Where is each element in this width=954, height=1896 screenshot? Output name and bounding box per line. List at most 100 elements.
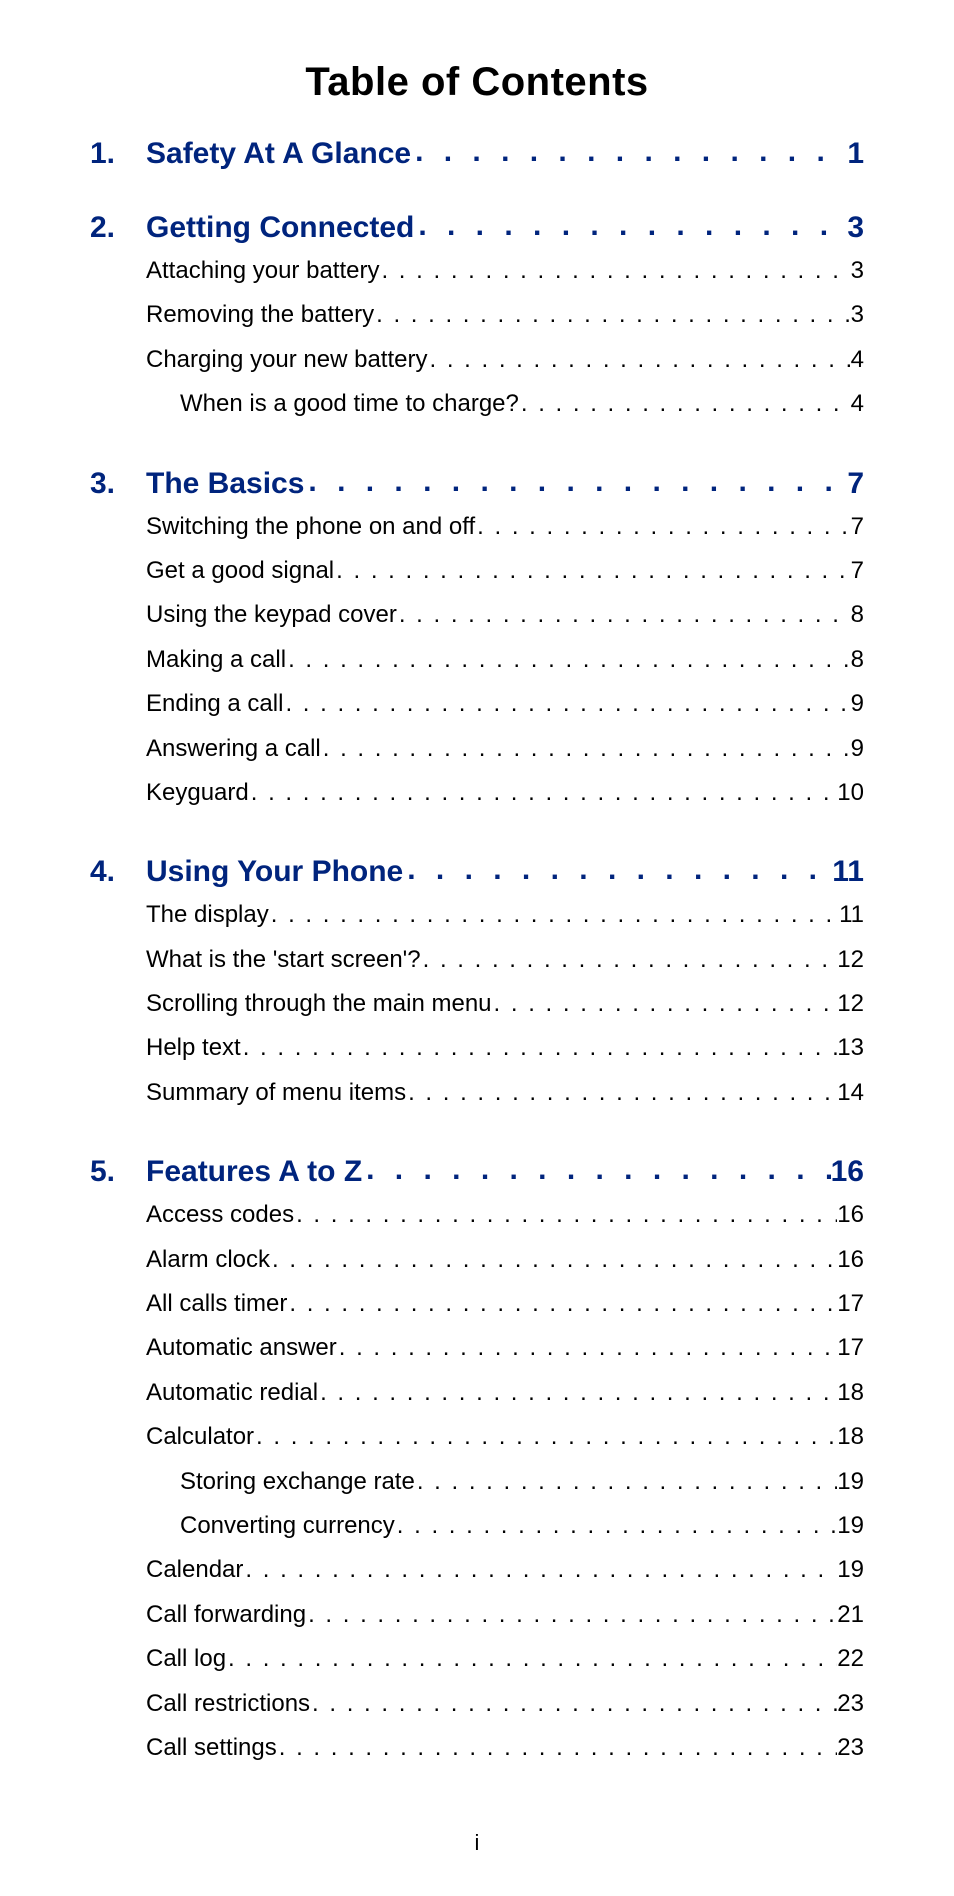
leader-dots (519, 382, 851, 426)
toc-entry[interactable]: What is the 'start screen'?12 (146, 938, 864, 982)
chapter-row[interactable]: 4.Using Your Phone11 (90, 855, 864, 889)
leader-dots (283, 682, 850, 726)
toc-container: 1.Safety At A Glance12.Getting Connected… (90, 137, 864, 1770)
toc-entry[interactable]: Summary of menu items14 (146, 1071, 864, 1115)
entry-page: 10 (837, 771, 864, 815)
leader-dots (492, 982, 838, 1026)
toc-entry[interactable]: Get a good signal7 (146, 549, 864, 593)
leader-dots (362, 1153, 830, 1187)
entry-title: What is the 'start screen'? (146, 938, 421, 982)
toc-entry[interactable]: The display 11 (146, 893, 864, 937)
entry-title: Automatic answer (146, 1326, 337, 1370)
entry-title: Calendar (146, 1548, 243, 1592)
entry-title: Scrolling through the main menu (146, 982, 492, 1026)
toc-entry[interactable]: Scrolling through the main menu 12 (146, 982, 864, 1026)
entry-page: 21 (837, 1593, 864, 1637)
entry-page: 12 (837, 982, 864, 1026)
leader-dots (270, 1238, 837, 1282)
leader-dots (337, 1326, 838, 1370)
leader-dots (286, 638, 851, 682)
entry-title: Ending a call (146, 682, 283, 726)
leader-dots (226, 1637, 837, 1681)
entry-title: Removing the battery (146, 293, 374, 337)
leader-dots (294, 1193, 837, 1237)
toc-entry[interactable]: Call forwarding21 (146, 1593, 864, 1637)
entry-page: 4 (851, 382, 864, 426)
chapter-title: Features A to Z (146, 1155, 362, 1189)
entry-title: Access codes (146, 1193, 294, 1237)
chapter-page: 1 (847, 137, 864, 171)
chapter-title: Using Your Phone (146, 855, 403, 889)
chapter-page: 11 (832, 855, 864, 889)
chapter-title: Getting Connected (146, 211, 414, 245)
toc-entry[interactable]: Automatic answer 17 (146, 1326, 864, 1370)
toc-entry[interactable]: Converting currency19 (180, 1504, 864, 1548)
toc-entry[interactable]: Ending a call 9 (146, 682, 864, 726)
toc-entry[interactable]: All calls timer17 (146, 1282, 864, 1326)
entry-title: Switching the phone on and off (146, 505, 475, 549)
toc-entry[interactable]: Storing exchange rate 19 (180, 1460, 864, 1504)
entry-title: Alarm clock (146, 1238, 270, 1282)
toc-entry[interactable]: Attaching your battery3 (146, 249, 864, 293)
toc-entry[interactable]: Charging your new battery4 (146, 338, 864, 382)
entry-page: 7 (851, 505, 864, 549)
leader-dots (414, 209, 847, 243)
toc-entry[interactable]: Help text13 (146, 1026, 864, 1070)
toc-entry[interactable]: Call restrictions23 (146, 1682, 864, 1726)
page-number: i (90, 1830, 864, 1856)
leader-dots (318, 1371, 837, 1415)
toc-entry[interactable]: When is a good time to charge?4 (180, 382, 864, 426)
toc-entry[interactable]: Calculator18 (146, 1415, 864, 1459)
entry-page: 9 (851, 727, 864, 771)
entry-title: Help text (146, 1026, 241, 1070)
chapter-title: Safety At A Glance (146, 137, 411, 171)
entry-page: 17 (837, 1326, 864, 1370)
entry-page: 3 (851, 293, 864, 337)
entry-page: 16 (837, 1193, 864, 1237)
leader-dots (306, 1593, 837, 1637)
chapter-number: 1. (90, 137, 146, 171)
chapter-page: 3 (847, 211, 864, 245)
toc-entry[interactable]: Keyguard 10 (146, 771, 864, 815)
leader-dots (304, 465, 847, 499)
entry-title: Keyguard (146, 771, 249, 815)
entry-title: Storing exchange rate (180, 1460, 415, 1504)
entry-title: Call log (146, 1637, 226, 1681)
entry-page: 9 (851, 682, 864, 726)
toc-section: 2.Getting Connected3Attaching your batte… (90, 211, 864, 427)
toc-entry[interactable]: Calendar 19 (146, 1548, 864, 1592)
leader-dots (287, 1282, 837, 1326)
entry-page: 11 (839, 893, 864, 937)
chapter-row[interactable]: 5.Features A to Z16 (90, 1155, 864, 1189)
leader-dots (411, 135, 847, 169)
leader-dots (254, 1415, 837, 1459)
chapter-row[interactable]: 1.Safety At A Glance 1 (90, 137, 864, 171)
entry-title: Charging your new battery (146, 338, 427, 382)
toc-entry[interactable]: Automatic redial18 (146, 1371, 864, 1415)
entry-title: Answering a call (146, 727, 321, 771)
toc-section: 1.Safety At A Glance 1 (90, 137, 864, 171)
chapter-row[interactable]: 3.The Basics7 (90, 467, 864, 501)
entry-page: 19 (837, 1460, 864, 1504)
leader-dots (241, 1026, 838, 1070)
entry-page: 14 (837, 1071, 864, 1115)
toc-entry[interactable]: Call log22 (146, 1637, 864, 1681)
entry-page: 19 (837, 1548, 864, 1592)
chapter-row[interactable]: 2.Getting Connected3 (90, 211, 864, 245)
toc-entry[interactable]: Using the keypad cover 8 (146, 593, 864, 637)
toc-entry[interactable]: Alarm clock16 (146, 1238, 864, 1282)
entry-title: The display (146, 893, 269, 937)
toc-entry[interactable]: Removing the battery 3 (146, 293, 864, 337)
chapter-page: 7 (847, 467, 864, 501)
leader-dots (403, 853, 832, 887)
leader-dots (243, 1548, 837, 1592)
entry-page: 8 (851, 593, 864, 637)
toc-entry[interactable]: Access codes 16 (146, 1193, 864, 1237)
toc-entry[interactable]: Answering a call 9 (146, 727, 864, 771)
entry-title: Using the keypad cover (146, 593, 397, 637)
toc-entry[interactable]: Call settings23 (146, 1726, 864, 1770)
entry-page: 18 (837, 1415, 864, 1459)
leader-dots (395, 1504, 838, 1548)
toc-entry[interactable]: Switching the phone on and off 7 (146, 505, 864, 549)
toc-entry[interactable]: Making a call8 (146, 638, 864, 682)
